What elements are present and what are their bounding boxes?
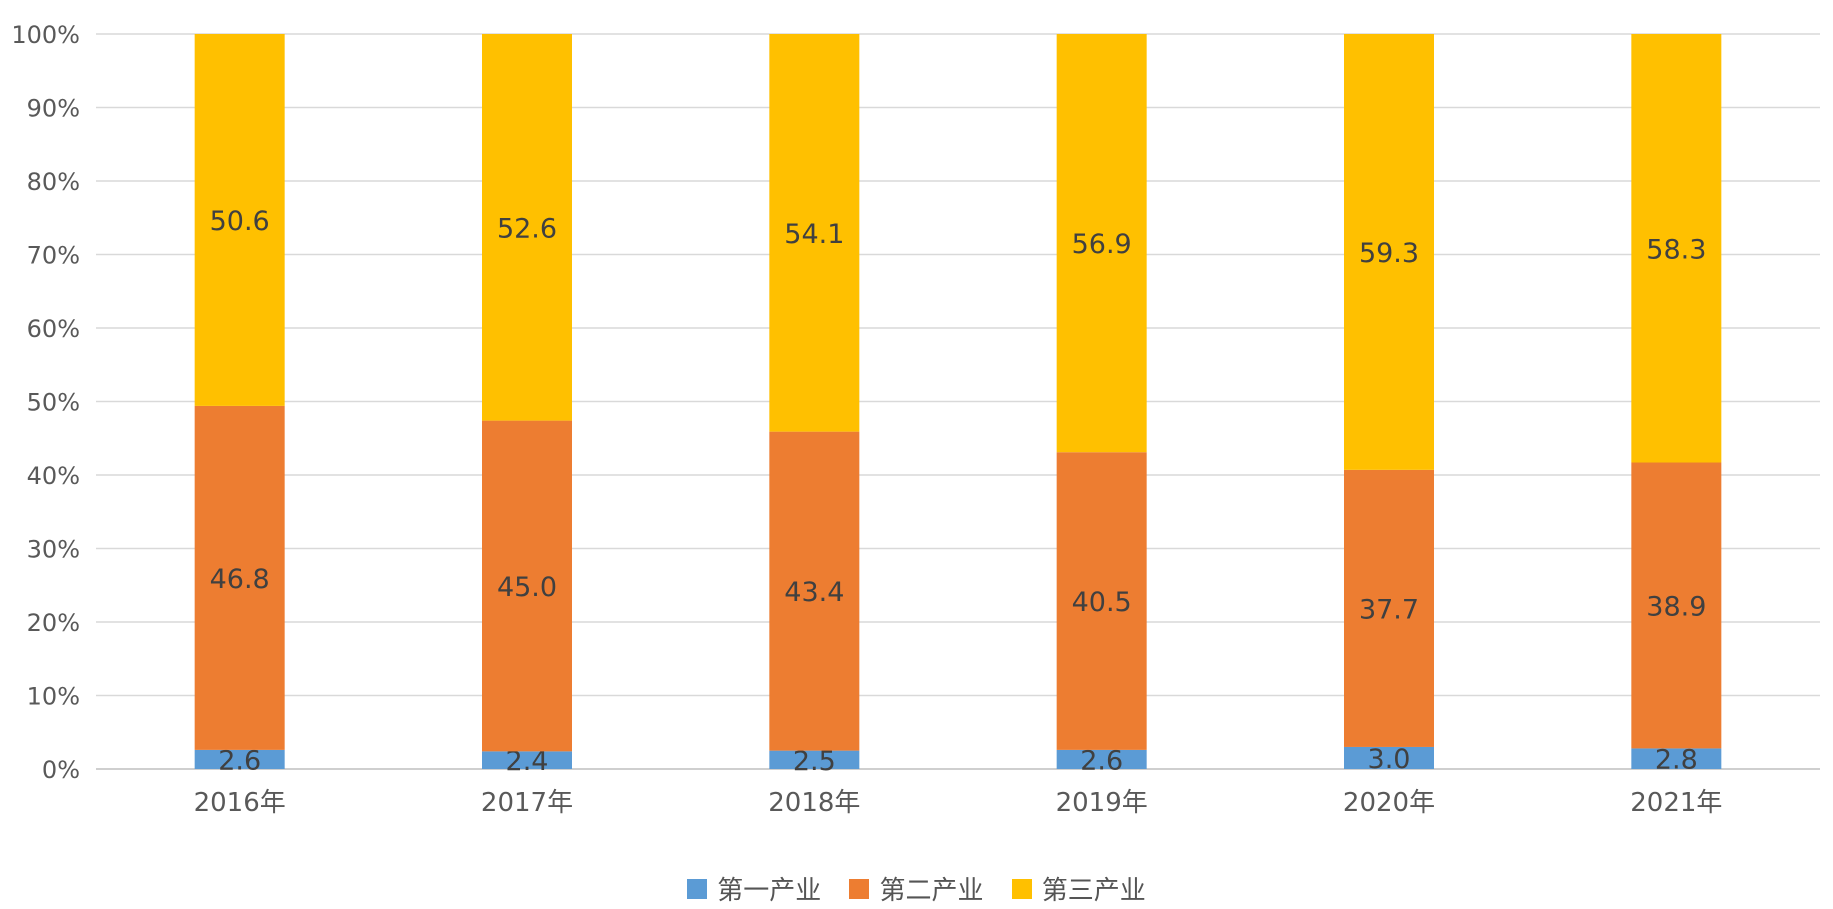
bar-segment bbox=[1631, 748, 1722, 769]
bar-segment bbox=[1056, 452, 1147, 750]
bar-segment bbox=[482, 751, 572, 769]
data-label: 56.9 bbox=[1072, 229, 1132, 260]
data-label: 2.6 bbox=[218, 745, 261, 776]
legend: 第一产业 第二产业 第三产业 bbox=[0, 870, 1833, 907]
bar-segment bbox=[1631, 34, 1722, 463]
data-label: 3.0 bbox=[1368, 744, 1411, 775]
bar-segment bbox=[482, 420, 572, 752]
bar-segment bbox=[1056, 34, 1147, 453]
x-tick-label: 2020年 bbox=[1343, 788, 1435, 818]
bar-segment bbox=[1344, 34, 1434, 470]
bar-segment bbox=[194, 405, 285, 750]
data-label: 54.1 bbox=[784, 219, 844, 250]
bar-segment bbox=[194, 34, 285, 406]
data-label: 2.8 bbox=[1655, 745, 1698, 776]
x-tick-label: 2016年 bbox=[194, 788, 286, 818]
data-label: 52.6 bbox=[497, 213, 557, 244]
bar-segment bbox=[769, 750, 860, 769]
bar-segment bbox=[769, 431, 860, 751]
x-tick-label: 2018年 bbox=[768, 788, 860, 818]
bar-segment bbox=[1056, 749, 1147, 769]
y-tick-label: 30% bbox=[27, 536, 80, 564]
y-tick-label: 10% bbox=[27, 683, 80, 711]
bar-segment bbox=[1344, 469, 1434, 747]
bar-segment bbox=[769, 34, 860, 432]
x-tick-label: 2017年 bbox=[481, 788, 573, 818]
bar-segment bbox=[1344, 746, 1434, 769]
bar-segment bbox=[194, 749, 285, 769]
data-label: 2.6 bbox=[1080, 745, 1123, 776]
y-tick-label: 0% bbox=[42, 756, 80, 784]
data-label: 50.6 bbox=[210, 206, 270, 237]
legend-label-tertiary: 第三产业 bbox=[1041, 876, 1146, 906]
data-label: 59.3 bbox=[1359, 238, 1419, 269]
legend-swatch-secondary bbox=[849, 878, 870, 899]
legend-label-primary: 第一产业 bbox=[717, 876, 822, 906]
legend-item-tertiary: 第三产业 bbox=[1011, 870, 1146, 907]
legend-label-secondary: 第二产业 bbox=[879, 876, 984, 906]
data-label: 46.8 bbox=[210, 564, 270, 595]
data-label: 45.0 bbox=[497, 572, 557, 603]
data-label: 43.4 bbox=[784, 577, 844, 608]
data-label: 2.5 bbox=[793, 746, 836, 777]
y-tick-label: 70% bbox=[27, 242, 80, 270]
bar-segment bbox=[482, 34, 572, 421]
y-tick-label: 100% bbox=[11, 21, 80, 49]
legend-swatch-tertiary bbox=[1011, 878, 1032, 899]
y-tick-label: 80% bbox=[27, 168, 80, 196]
legend-swatch-primary bbox=[687, 878, 708, 899]
data-label: 38.9 bbox=[1646, 591, 1706, 622]
y-tick-label: 40% bbox=[27, 462, 80, 490]
data-label: 58.3 bbox=[1646, 234, 1706, 265]
y-tick-label: 60% bbox=[27, 315, 80, 343]
stacked-bar-chart: 0% 10% 20% 30% 40% 50% 60% 70% 80% 90% 100% 2.6 46.8… bbox=[11, 21, 1820, 818]
y-tick-label: 20% bbox=[27, 609, 80, 637]
legend-item-secondary: 第二产业 bbox=[849, 870, 984, 907]
x-tick-label: 2021年 bbox=[1630, 788, 1722, 818]
y-tick-label: 50% bbox=[27, 389, 80, 417]
data-label: 37.7 bbox=[1359, 594, 1419, 625]
x-tick-label: 2019年 bbox=[1056, 788, 1148, 818]
data-label: 40.5 bbox=[1072, 587, 1132, 618]
legend-item-primary: 第一产业 bbox=[687, 870, 821, 907]
y-tick-label: 90% bbox=[27, 95, 80, 123]
bar-segment bbox=[1631, 462, 1722, 749]
